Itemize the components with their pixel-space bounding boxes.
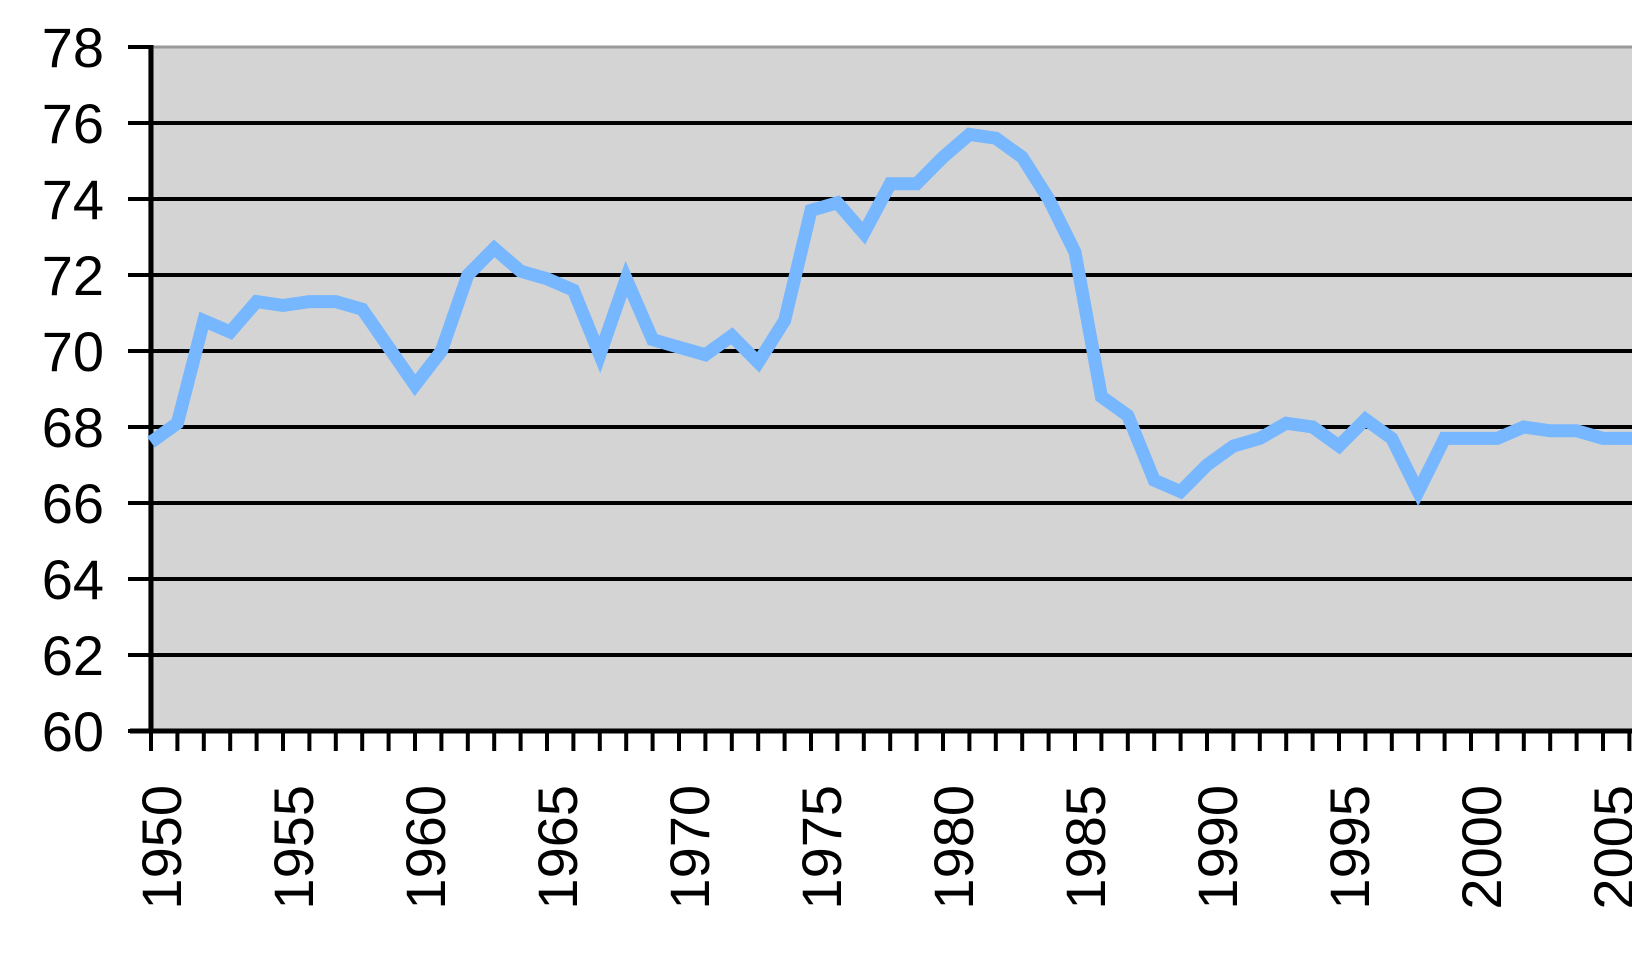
- y-axis-labels: 60 62 64 66 68 70 72 74 76 78: [42, 16, 104, 763]
- x-tick-label-1965: 1965: [526, 785, 589, 910]
- x-tick-label-1980: 1980: [922, 785, 985, 910]
- y-tick-label-60: 60: [42, 700, 104, 763]
- y-tick-label-78: 78: [42, 16, 104, 79]
- x-tick-label-1975: 1975: [790, 785, 853, 910]
- x-tick-label-2000: 2000: [1450, 785, 1513, 910]
- x-tick-label-1955: 1955: [262, 785, 325, 910]
- x-axis-ticks: [149, 731, 1632, 751]
- plot-area: [148, 47, 1632, 731]
- y-axis-ticks: [128, 45, 151, 733]
- y-tick-label-64: 64: [42, 548, 104, 611]
- y-tick-label-62: 62: [42, 624, 104, 687]
- y-tick-label-72: 72: [42, 244, 104, 307]
- x-tick-label-2005: 2005: [1582, 785, 1632, 910]
- x-tick-label-1970: 1970: [658, 785, 721, 910]
- y-tick-label-74: 74: [42, 168, 104, 231]
- x-tick-label-1950: 1950: [130, 785, 193, 910]
- x-tick-label-1960: 1960: [394, 785, 457, 910]
- x-tick-label-1990: 1990: [1186, 785, 1249, 910]
- y-tick-label-76: 76: [42, 92, 104, 155]
- y-tick-label-70: 70: [42, 320, 104, 383]
- y-tick-label-66: 66: [42, 472, 104, 535]
- x-tick-label-1995: 1995: [1318, 785, 1381, 910]
- series-line-0: [147, 127, 1632, 507]
- y-tick-label-68: 68: [42, 396, 104, 459]
- x-axis-labels: 1950 1955 1960 1965 1970 1975 1980 1985 1990 1995…: [130, 785, 1632, 910]
- series-layer: [147, 127, 1632, 507]
- x-tick-label-1985: 1985: [1054, 785, 1117, 910]
